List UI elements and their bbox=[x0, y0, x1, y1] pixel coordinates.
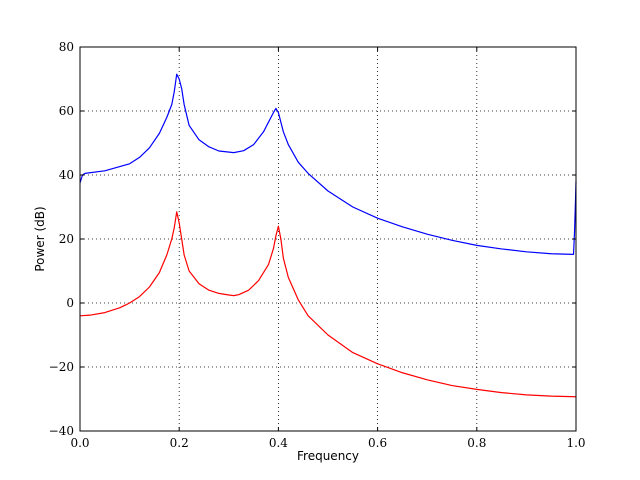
x-tick-label: 0.6 bbox=[368, 436, 387, 450]
y-tick-label: 80 bbox=[59, 40, 74, 54]
x-axis-label: Frequency bbox=[297, 449, 359, 463]
y-tick-label: 60 bbox=[59, 104, 74, 118]
y-tick-label: −20 bbox=[49, 360, 74, 374]
y-tick-label: 40 bbox=[59, 168, 74, 182]
x-tick-label: 0.2 bbox=[170, 436, 189, 450]
label-layer: Frequency Power (dB) bbox=[33, 206, 359, 463]
series-layer bbox=[79, 73, 577, 398]
y-axis-label: Power (dB) bbox=[33, 206, 47, 271]
x-tick-label: 0.4 bbox=[269, 436, 288, 450]
x-tick-label: 0.0 bbox=[70, 436, 89, 450]
y-tick-label: −40 bbox=[49, 424, 74, 438]
x-tick-label: 1.0 bbox=[566, 436, 585, 450]
y-tick-label: 0 bbox=[66, 296, 74, 310]
grid-layer bbox=[79, 46, 577, 432]
x-tick-label: 0.8 bbox=[467, 436, 486, 450]
tick-layer: 0.0 0.2 0.4 0.6 0.8 1.0 −40 −20 0 20 40 60 80 bbox=[49, 40, 586, 450]
series-line-blue bbox=[79, 73, 577, 255]
series-line-red bbox=[79, 211, 577, 398]
y-tick-label: 20 bbox=[59, 232, 74, 246]
